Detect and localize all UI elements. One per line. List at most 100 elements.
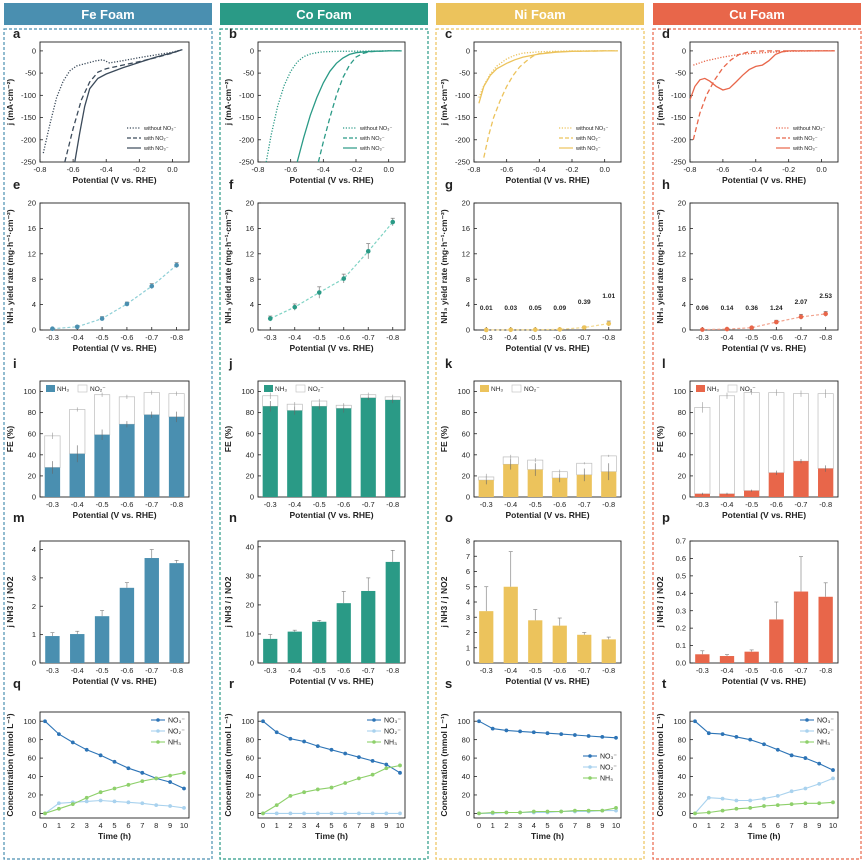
legend-label: NO₂⁻ (384, 729, 401, 736)
yield-value-label: 0.14 (721, 305, 734, 312)
fe-bar-nh3 (385, 399, 401, 497)
legend-label: without NO₃⁻ (792, 126, 825, 132)
x-axis-label: Potential (V vs. RHE) (72, 343, 156, 353)
time-point-no2 (762, 796, 766, 801)
ratio-bar (312, 621, 327, 663)
yield-trend-line (52, 264, 177, 330)
x-tick-label: -0.6 (770, 666, 783, 675)
y-tick-label: 8 (250, 275, 254, 284)
x-tick-label: 3 (302, 821, 306, 830)
lsv-series-2 (296, 50, 402, 163)
time-point-no2 (831, 776, 835, 781)
time-point-nh3 (789, 802, 794, 807)
x-tick-label: -0.7 (145, 666, 158, 675)
time-point-no3 (614, 735, 618, 740)
time-point-no3 (126, 766, 131, 771)
fe-bar-nh3 (503, 464, 519, 497)
y-tick-label: 40 (28, 450, 36, 459)
y-tick-label: -100 (671, 91, 686, 100)
ratio-bar (793, 591, 809, 663)
column-border-ni (435, 28, 645, 860)
yield-trend-line (270, 221, 394, 320)
time-point-no3 (302, 739, 306, 744)
legend-swatch-no2 (727, 384, 738, 393)
time-point-no3 (182, 786, 186, 791)
x-axis-label: Time (h) (531, 831, 564, 841)
y-tick-label: 8 (466, 275, 470, 284)
time-point-nh3 (98, 790, 103, 795)
panel-letter: a (13, 26, 21, 41)
y-tick-label: -50 (459, 69, 470, 78)
y-axis-label: FE (%) (439, 426, 449, 453)
x-tick-label: -0.5 (96, 333, 109, 342)
yield-point (174, 262, 179, 268)
time-point-no3 (384, 762, 389, 767)
time-point-no3 (288, 736, 293, 741)
panel-letter: s (445, 676, 452, 691)
time-point-nh3 (614, 805, 618, 810)
x-tick-label: -0.8 (602, 500, 615, 509)
y-tick-label: -150 (239, 113, 254, 122)
time-point-no2 (98, 798, 103, 803)
fe-bar-no2 (768, 392, 785, 474)
x-axis-label: Potential (V vs. RHE) (289, 510, 373, 520)
x-tick-label: -0.8 (170, 333, 183, 342)
yield-point (823, 311, 828, 317)
y-tick-label: 2 (32, 602, 36, 611)
time-point-no3 (734, 734, 739, 739)
ratio-bar (45, 636, 60, 663)
time-point-no3 (329, 747, 334, 752)
ratio-bar (769, 619, 784, 663)
x-tick-label: -0.3 (46, 500, 59, 509)
y-axis-label: FE (%) (223, 426, 233, 453)
x-tick-label: -0.8 (170, 500, 183, 509)
x-tick-label: 0.0 (816, 165, 826, 174)
ratio-bar (263, 638, 278, 663)
x-tick-label: -0.7 (578, 500, 591, 509)
yield-point (532, 327, 538, 332)
y-tick-label: 4 (466, 300, 470, 309)
fe-bar-no2 (817, 393, 834, 469)
time-series-no2 (694, 777, 834, 814)
y-tick-label: 16 (678, 224, 686, 233)
fe-bar-nh3 (768, 472, 784, 497)
y-axis-label: j NH3 / j NO2 (439, 576, 449, 628)
x-tick-label: -0.8 (602, 666, 615, 675)
panel-letter: i (13, 356, 17, 371)
time-point-no3 (531, 730, 536, 735)
legend-label: NO₃⁻ (384, 718, 401, 725)
y-tick-label: 0 (32, 326, 36, 335)
panel-letter: k (445, 356, 453, 371)
legend-label: NH₃ (600, 776, 613, 783)
y-tick-label: 16 (28, 224, 36, 233)
time-point-nh3 (748, 805, 753, 810)
legend-label: NH₃ (57, 386, 69, 393)
y-tick-label: 80 (462, 408, 470, 417)
y-tick-label: 40 (462, 772, 470, 781)
y-tick-label: 100 (241, 717, 254, 726)
yield-panel-ni: 0 4 8 12 16 20 -0.3 -0.4 -0.5 -0.6 -0.7 -0.8 0.01 0.0… (439, 177, 622, 353)
time-point-nh3 (329, 785, 334, 790)
column-border-fe (3, 28, 213, 860)
legend-marker (805, 718, 809, 722)
yield-point (365, 248, 371, 254)
legend-label: with NO₃⁻ (359, 146, 385, 152)
time-point-nh3 (490, 810, 495, 815)
column-ni: Ni Foam (435, 3, 645, 860)
y-axis-label: j (mA·cm⁻²) (655, 79, 665, 127)
time-point-no3 (720, 732, 725, 737)
lsv-panel-fe: 0 -50 -100 -150 -200 -250-0.8 -0.6 -0.4 -0.2 0.0 w… (5, 26, 190, 185)
y-tick-label: 8 (466, 537, 470, 546)
panel-letter: r (229, 676, 234, 691)
yield-point (50, 326, 55, 332)
x-tick-label: 4 (99, 821, 103, 830)
time-point-nh3 (817, 801, 822, 806)
x-tick-label: -0.8 (468, 165, 481, 174)
ratio-bar (528, 620, 543, 663)
x-tick-label: -0.5 (529, 666, 542, 675)
x-tick-label: -0.4 (317, 165, 330, 174)
y-axis-label: j NH3 / j NO2 (5, 576, 15, 628)
y-tick-label: -100 (239, 91, 254, 100)
x-tick-label: -0.6 (553, 500, 566, 509)
y-tick-label: -150 (455, 113, 470, 122)
